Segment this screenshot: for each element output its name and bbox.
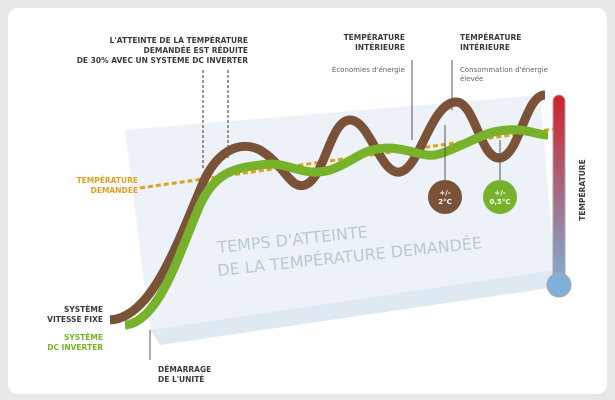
label: TEMPÉRATURE (460, 33, 521, 42)
label: INTÉRIEURE (355, 43, 405, 52)
badge-text: +/- (439, 189, 450, 197)
thermometer (553, 95, 565, 285)
badge-text: 0,5°C (489, 198, 510, 206)
note: élevée (460, 75, 483, 83)
label: DC INVERTER (47, 343, 103, 352)
badge-text: +/- (494, 189, 505, 197)
thermometer-bulb (547, 273, 571, 297)
badge-text: 2°C (438, 198, 452, 206)
label: SYSTÈME (64, 305, 103, 314)
note: Économies d'énergie (332, 65, 405, 74)
label: DE L'UNITÉ (158, 375, 204, 384)
label: TEMPÉRATURE (77, 176, 138, 185)
label: INTÉRIEURE (460, 43, 510, 52)
label: VITESSE FIXE (47, 315, 103, 324)
label: TEMPÉRATURE (344, 33, 405, 42)
infographic: L'ATTEINTE DE LA TEMPÉRATURE DEMANDÉE ES… (0, 0, 615, 400)
badge-inverter (483, 180, 517, 214)
note: Consommation d'énergie (460, 66, 548, 74)
callout: L'ATTEINTE DE LA TEMPÉRATURE (110, 36, 248, 45)
callout: DE 30% AVEC UN SYSTÈME DC INVERTER (77, 56, 249, 65)
label: SYSTÈME (64, 333, 103, 342)
thermometer-label: TEMPÉRATURE (578, 159, 587, 220)
label: DÉMARRAGE (158, 365, 211, 374)
label: DEMANDÉE (91, 186, 138, 195)
badge-fixed (428, 180, 462, 214)
callout: DEMANDÉE EST RÉDUITE (144, 46, 248, 55)
